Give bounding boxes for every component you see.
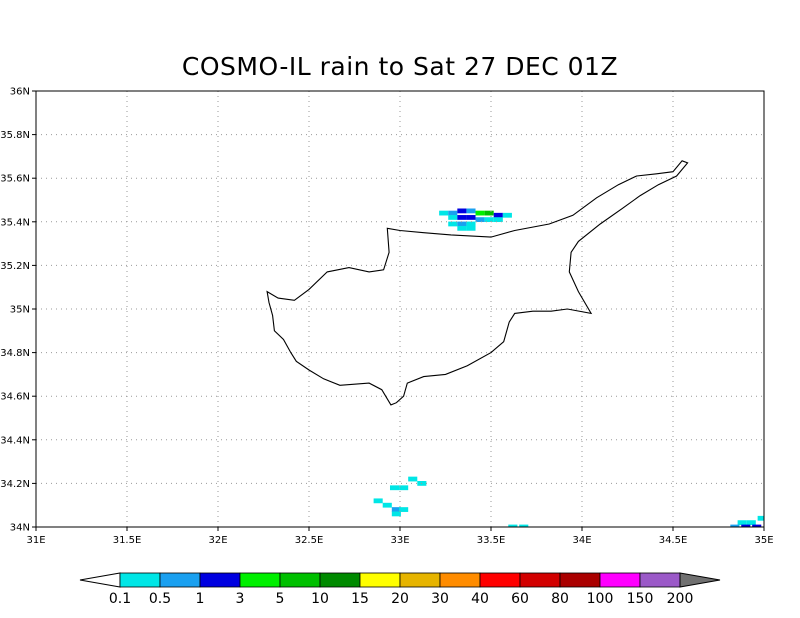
y-axis-ticks: 34N 34.2N 34.4N 34.6N 34.8N 35N 35.2N 35.4N 35.6… <box>0 87 36 534</box>
legend-label: 30 <box>431 591 449 607</box>
color-legend: 0.1 0.5 1 3 5 10 15 20 30 40 60 80 100 150 200 <box>79 572 721 607</box>
rain-cell <box>508 524 518 527</box>
rain-cell <box>399 485 409 491</box>
rain-cell <box>457 215 467 220</box>
legend-label: 150 <box>627 591 654 607</box>
rain-cell <box>741 524 751 527</box>
rain-cell <box>493 212 503 218</box>
rain-cell <box>448 210 458 216</box>
rain-cell <box>730 524 740 527</box>
legend-high-arrow <box>679 572 721 588</box>
legend-swatch <box>159 572 201 588</box>
legend-swatch <box>439 572 481 588</box>
legend-swatch <box>639 572 681 588</box>
legend-swatch <box>239 572 281 588</box>
rain-cell <box>493 217 503 223</box>
x-tick-label: 35E <box>754 535 773 546</box>
x-tick-label: 32.5E <box>295 535 324 546</box>
x-tick-label: 31.5E <box>113 535 142 546</box>
y-tick-label: 34N <box>10 523 30 534</box>
rain-cell <box>502 212 512 218</box>
rain-cell <box>399 507 409 512</box>
rain-cell <box>752 524 762 527</box>
y-tick-label: 34.4N <box>0 435 30 446</box>
legend-swatch <box>199 572 241 588</box>
legend-swatch <box>519 572 561 588</box>
rain-cell <box>519 524 529 527</box>
legend-label: 0.5 <box>149 591 171 607</box>
legend-swatch <box>559 572 601 588</box>
rain-cell <box>757 515 764 521</box>
legend-label: 200 <box>667 591 694 607</box>
legend-label: 10 <box>311 591 329 607</box>
x-axis-ticks: 31E 31.5E 32E 32.5E 33E 33.5E 34E 34.5E 35E <box>26 527 774 546</box>
y-tick-label: 35.4N <box>0 217 30 228</box>
rain-cell <box>391 511 401 517</box>
rain-layer <box>373 208 764 527</box>
legend-swatch <box>119 572 161 588</box>
y-tick-label: 35.2N <box>0 261 30 272</box>
rain-cell <box>457 225 467 231</box>
rain-cell <box>439 210 449 216</box>
rain-cell <box>373 498 383 504</box>
rain-cell <box>484 210 494 216</box>
x-tick-label: 34E <box>572 535 591 546</box>
rain-cell <box>391 507 401 512</box>
rain-cell <box>408 476 418 482</box>
rain-cell <box>466 225 476 231</box>
y-tick-label: 36N <box>10 87 30 98</box>
y-tick-label: 35.8N <box>0 130 30 141</box>
grid-lines <box>36 91 764 527</box>
y-tick-label: 34.6N <box>0 392 30 403</box>
legend-label: 100 <box>587 591 614 607</box>
x-tick-label: 33E <box>390 535 409 546</box>
legend-label: 80 <box>551 591 569 607</box>
rain-cell <box>484 217 494 223</box>
legend-swatch <box>319 572 361 588</box>
rain-cell <box>448 215 458 220</box>
rain-cell <box>389 485 400 491</box>
legend-label: 20 <box>391 591 409 607</box>
rain-cell <box>457 221 467 227</box>
map-title: COSMO-IL rain to Sat 27 DEC 01Z <box>181 52 619 81</box>
rain-cell <box>737 520 747 526</box>
rain-cell <box>466 221 476 227</box>
y-tick-label: 35N <box>10 305 30 316</box>
legend-swatch <box>279 572 321 588</box>
x-tick-label: 33.5E <box>477 535 506 546</box>
legend-label: 1 <box>196 591 205 607</box>
x-tick-label: 31E <box>26 535 45 546</box>
legend-swatch <box>599 572 641 588</box>
cyprus-coastline <box>266 160 689 406</box>
rain-cell <box>448 221 458 227</box>
rain-cell <box>475 217 485 223</box>
rain-cell <box>382 502 392 508</box>
legend-swatch <box>479 572 521 588</box>
legend-swatch <box>359 572 401 588</box>
legend-low-arrow <box>79 572 121 588</box>
legend-label: 5 <box>276 591 285 607</box>
rain-cell <box>475 210 485 216</box>
x-tick-label: 32E <box>208 535 227 546</box>
rain-cell <box>746 520 756 526</box>
rain-cell <box>466 208 476 214</box>
legend-label: 60 <box>511 591 529 607</box>
rain-cell <box>466 215 476 220</box>
legend-swatch <box>399 572 441 588</box>
y-tick-label: 35.6N <box>0 174 30 185</box>
legend-label: 40 <box>471 591 489 607</box>
legend-label: 3 <box>236 591 245 607</box>
y-tick-label: 34.2N <box>0 479 30 490</box>
y-tick-label: 34.8N <box>0 348 30 359</box>
rain-cell <box>457 208 467 214</box>
legend-label: 15 <box>351 591 369 607</box>
x-tick-label: 34.5E <box>659 535 688 546</box>
legend-label: 0.1 <box>109 591 131 607</box>
